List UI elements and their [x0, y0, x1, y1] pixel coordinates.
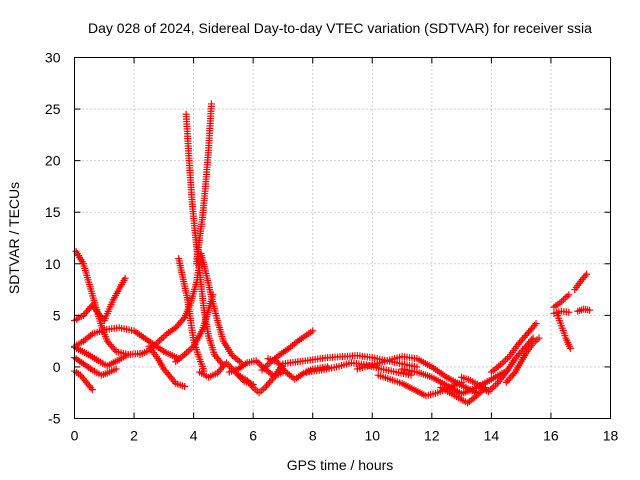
data-series-trace-19 — [303, 359, 415, 379]
x-tick-label: 16 — [543, 428, 559, 444]
data-series-trace-24 — [458, 334, 537, 396]
data-series-trace-17 — [258, 327, 317, 374]
data-series-trace-29 — [550, 307, 573, 317]
y-tick-label: 30 — [45, 50, 61, 66]
plot-frame — [74, 57, 611, 419]
x-tick-label: 8 — [309, 428, 317, 444]
data-series-trace-26 — [502, 334, 543, 386]
x-tick-label: 12 — [424, 428, 440, 444]
data-series-trace-27 — [550, 291, 573, 311]
data-series-trace-31 — [574, 305, 594, 315]
x-tick-label: 4 — [190, 428, 198, 444]
x-tick-label: 18 — [603, 428, 619, 444]
y-tick-label: 20 — [45, 153, 61, 169]
data-series-trace-30 — [571, 270, 591, 294]
x-tick-label: 10 — [364, 428, 380, 444]
y-tick-label: 15 — [45, 204, 61, 220]
data-series-trace-23 — [437, 384, 489, 407]
y-tick-label: 25 — [45, 101, 61, 117]
x-tick-label: 6 — [249, 428, 257, 444]
data-series-trace-9 — [175, 255, 208, 375]
x-tick-label: 0 — [71, 428, 79, 444]
data-series-trace-20 — [353, 353, 480, 397]
data-series-trace-22 — [398, 365, 510, 398]
y-tick-label: 10 — [45, 256, 61, 272]
data-marks — [71, 100, 594, 407]
y-axis-label: SDTVAR / TECUs — [6, 182, 22, 294]
y-tick-label: 5 — [53, 307, 61, 323]
chart-title: Day 028 of 2024, Sidereal Day-to-day VTE… — [88, 20, 592, 36]
data-series-trace-11 — [193, 100, 215, 268]
data-series-trace-12 — [172, 291, 217, 366]
axis-ticks: 0 2 4 6 8 10 12 14 16 18 -5 0 5 10 15 20 25 30 — [45, 50, 619, 444]
y-tick-label: 0 — [53, 359, 61, 375]
grid — [74, 57, 611, 419]
data-series-trace-25 — [487, 320, 540, 376]
x-axis-label: GPS time / hours — [287, 457, 394, 473]
y-tick-label: -5 — [48, 411, 61, 427]
x-tick-label: 14 — [484, 428, 500, 444]
data-series-trace-8 — [145, 342, 189, 391]
x-tick-label: 2 — [130, 428, 138, 444]
